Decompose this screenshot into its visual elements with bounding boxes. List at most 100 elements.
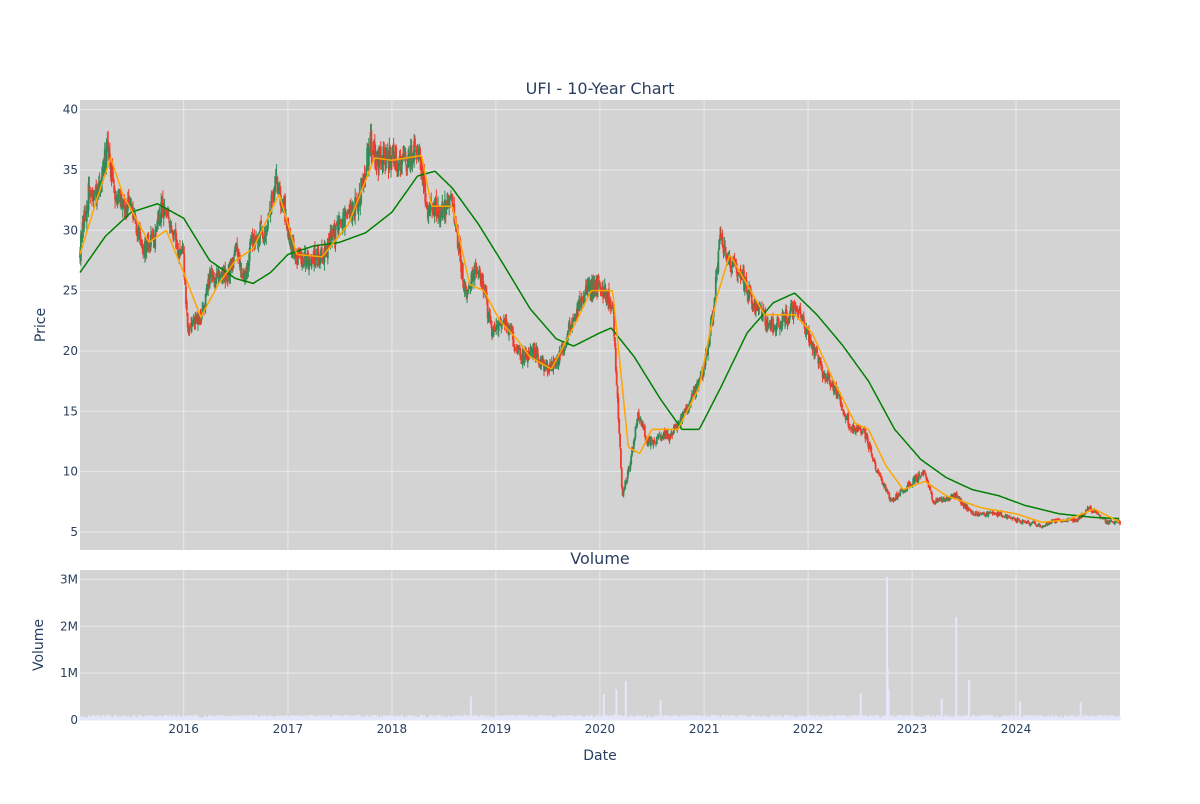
candle (949, 498, 951, 500)
chart-title: UFI - 10-Year Chart (526, 79, 675, 98)
volume-bar (986, 714, 989, 720)
candle (347, 211, 350, 214)
candle (1104, 518, 1107, 523)
candle (661, 437, 664, 439)
candle (815, 350, 818, 352)
candle (914, 477, 916, 483)
candle (596, 276, 599, 291)
candle (929, 486, 932, 491)
candle (1060, 521, 1063, 523)
volume-bar (183, 716, 185, 720)
volume-bar (945, 714, 948, 720)
candle (714, 297, 716, 305)
volume-bar (389, 715, 391, 720)
price-axis-title: Price (33, 308, 49, 342)
volume-bar (275, 715, 277, 720)
candle (533, 343, 536, 359)
candle (714, 277, 717, 296)
candle (848, 426, 851, 428)
candle (113, 184, 116, 194)
candle (147, 234, 150, 244)
candle (261, 232, 264, 239)
candle (844, 415, 847, 420)
volume-bar (615, 689, 618, 720)
candle (505, 319, 508, 330)
volume-bar (87, 715, 90, 720)
date-tick-label: 2017 (273, 722, 304, 736)
volume-bar (509, 715, 512, 720)
candle (731, 258, 734, 268)
candle (643, 425, 646, 438)
candle (879, 474, 882, 477)
volume-bar (127, 715, 130, 720)
candle (159, 222, 162, 226)
candle (925, 477, 928, 483)
candle (368, 150, 371, 152)
candle (842, 409, 845, 411)
date-axis-title: Date (583, 748, 616, 764)
candle (1022, 520, 1025, 522)
volume-bar (222, 714, 225, 720)
candle (179, 249, 182, 255)
candle (1029, 524, 1032, 526)
candle (567, 330, 569, 341)
candle (367, 146, 370, 167)
candle (278, 186, 281, 188)
candle (762, 309, 765, 313)
long-moving-average-line (79, 170, 1120, 520)
volume-bar (690, 715, 692, 720)
candle (244, 273, 246, 282)
volume-bar (647, 714, 650, 720)
volume-bar (623, 715, 626, 720)
candle (822, 374, 825, 379)
candle (158, 213, 161, 222)
volume-bar (624, 681, 627, 720)
candle (639, 419, 642, 421)
volume-bar (160, 715, 163, 720)
candle (1034, 522, 1037, 525)
candle (262, 237, 265, 240)
candle (664, 432, 667, 439)
candle (903, 490, 906, 493)
candle (519, 347, 521, 357)
candle (433, 202, 436, 217)
candle (310, 254, 313, 268)
volume-bar (602, 694, 605, 720)
candle (586, 285, 589, 296)
volume-bar (1119, 715, 1121, 720)
candle (679, 417, 682, 427)
candle (461, 263, 464, 282)
candle (816, 352, 819, 354)
candle (642, 423, 645, 428)
candle (490, 326, 493, 337)
candle (781, 312, 784, 327)
candle (730, 267, 733, 273)
candle (178, 250, 181, 259)
candle (861, 430, 864, 433)
candle (998, 514, 1001, 516)
candle (513, 344, 516, 347)
candle (492, 326, 495, 336)
volume-bar (789, 716, 792, 720)
candle (273, 191, 275, 202)
candle (821, 370, 824, 378)
candle (1094, 510, 1097, 512)
candle (737, 272, 739, 276)
candle (943, 497, 945, 500)
candle (370, 130, 373, 153)
candle (314, 256, 317, 266)
candle (893, 498, 896, 501)
candle (259, 222, 262, 237)
candle (702, 363, 705, 376)
candle (466, 291, 469, 299)
candle (573, 317, 575, 320)
candle (117, 190, 120, 203)
candle (579, 297, 581, 307)
volume-bar (524, 715, 527, 720)
candle (186, 313, 189, 328)
candle (212, 275, 215, 278)
candle (783, 315, 786, 321)
candle (396, 169, 399, 173)
candle (334, 225, 337, 246)
candle (794, 302, 797, 310)
